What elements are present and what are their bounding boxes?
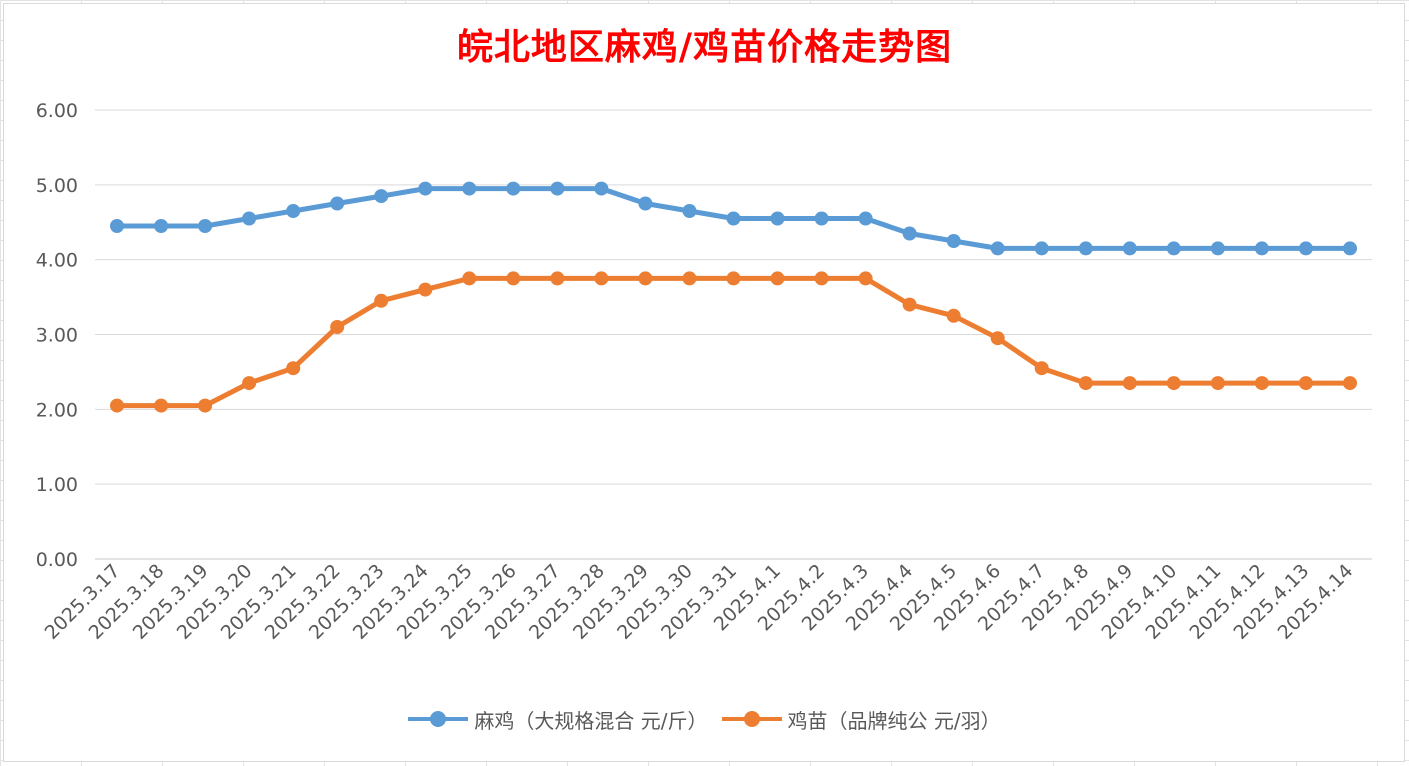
data-point-series-1[interactable] xyxy=(1034,241,1049,256)
data-point-series-2[interactable] xyxy=(946,308,961,323)
data-point-series-2[interactable] xyxy=(462,271,477,286)
data-point-series-1[interactable] xyxy=(1343,241,1357,256)
data-point-series-2[interactable] xyxy=(1343,376,1357,391)
data-point-series-1[interactable] xyxy=(814,211,829,226)
data-point-series-1[interactable] xyxy=(1210,241,1225,256)
data-point-series-1[interactable] xyxy=(550,181,565,196)
data-point-series-1[interactable] xyxy=(374,189,389,204)
data-point-series-1[interactable] xyxy=(902,226,917,241)
data-point-series-1[interactable] xyxy=(770,211,785,226)
data-point-series-2[interactable] xyxy=(110,398,124,413)
y-tick-label: 4.00 xyxy=(36,250,78,272)
y-tick-label: 6.00 xyxy=(36,100,78,122)
data-point-series-2[interactable] xyxy=(330,320,345,334)
data-point-series-1[interactable] xyxy=(1078,241,1093,256)
y-tick-label: 1.00 xyxy=(36,474,78,496)
data-point-series-2[interactable] xyxy=(726,271,741,286)
y-axis-ticks: 0.00 1.00 2.00 3.00 4.00 5.00 6.00 xyxy=(36,100,78,571)
data-point-series-1[interactable] xyxy=(506,181,521,196)
y-tick-label: 0.00 xyxy=(36,549,78,571)
data-point-series-1[interactable] xyxy=(990,241,1005,256)
y-tick-label: 3.00 xyxy=(36,325,78,347)
data-point-series-1[interactable] xyxy=(858,211,873,226)
data-point-series-2[interactable] xyxy=(550,271,565,286)
data-point-series-2[interactable] xyxy=(1254,376,1269,391)
data-point-series-2[interactable] xyxy=(902,297,917,312)
data-point-series-1[interactable] xyxy=(1122,241,1137,256)
data-point-series-1[interactable] xyxy=(110,219,124,233)
data-point-series-2[interactable] xyxy=(858,271,873,286)
x-axis-ticks: 2025.3.172025.3.182025.3.192025.3.202025… xyxy=(41,560,1358,644)
legend: 麻鸡（大规格混合 元/斤） 鸡苗（品牌纯公 元/羽） xyxy=(0,702,1409,736)
data-point-series-1[interactable] xyxy=(726,211,741,226)
data-point-series-2[interactable] xyxy=(198,398,213,413)
legend-swatch-series-1 xyxy=(408,709,469,729)
data-point-series-2[interactable] xyxy=(770,271,785,286)
data-point-series-2[interactable] xyxy=(814,271,829,286)
data-point-series-1[interactable] xyxy=(462,181,477,196)
legend-swatch-series-2 xyxy=(721,709,782,729)
data-point-series-1[interactable] xyxy=(1166,241,1181,256)
data-point-series-1[interactable] xyxy=(242,211,257,226)
data-point-series-2[interactable] xyxy=(506,271,521,286)
legend-label-series-1: 麻鸡（大规格混合 元/斤） xyxy=(474,708,708,733)
data-point-series-1[interactable] xyxy=(946,234,961,248)
data-point-series-1[interactable] xyxy=(1298,241,1313,256)
data-point-series-2[interactable] xyxy=(638,271,653,286)
data-point-series-1[interactable] xyxy=(418,181,433,196)
y-tick-label: 5.00 xyxy=(36,175,78,197)
data-point-series-1[interactable] xyxy=(330,196,345,211)
data-point-series-2[interactable] xyxy=(242,376,257,391)
data-point-series-2[interactable] xyxy=(1034,361,1049,376)
data-point-series-1[interactable] xyxy=(1254,241,1269,256)
legend-item-series-2[interactable]: 鸡苗（品牌纯公 元/羽） xyxy=(721,705,1001,734)
data-point-series-1[interactable] xyxy=(154,219,169,233)
data-point-series-2[interactable] xyxy=(594,271,609,286)
legend-item-series-1[interactable]: 麻鸡（大规格混合 元/斤） xyxy=(408,705,708,734)
series-points xyxy=(110,181,1357,413)
data-point-series-1[interactable] xyxy=(682,204,697,218)
data-point-series-2[interactable] xyxy=(286,361,301,376)
y-tick-label: 2.00 xyxy=(36,399,78,421)
gridlines xyxy=(95,109,1372,560)
data-point-series-2[interactable] xyxy=(1078,376,1093,391)
series-line-2[interactable] xyxy=(114,275,1353,409)
data-point-series-1[interactable] xyxy=(638,196,653,211)
data-point-series-2[interactable] xyxy=(990,331,1005,346)
data-point-series-2[interactable] xyxy=(682,271,697,286)
data-point-series-2[interactable] xyxy=(1210,376,1225,391)
data-point-series-2[interactable] xyxy=(374,293,389,308)
data-point-series-2[interactable] xyxy=(1166,376,1181,391)
chart-title: 皖北地区麻鸡/鸡苗价格走势图 xyxy=(456,26,953,68)
data-point-series-2[interactable] xyxy=(154,398,169,413)
data-point-series-1[interactable] xyxy=(198,219,213,233)
legend-label-series-2: 鸡苗（品牌纯公 元/羽） xyxy=(787,708,1001,733)
data-point-series-2[interactable] xyxy=(418,282,433,297)
data-point-series-1[interactable] xyxy=(594,181,609,196)
data-point-series-2[interactable] xyxy=(1122,376,1137,391)
data-point-series-1[interactable] xyxy=(286,204,301,218)
data-point-series-2[interactable] xyxy=(1298,376,1313,391)
